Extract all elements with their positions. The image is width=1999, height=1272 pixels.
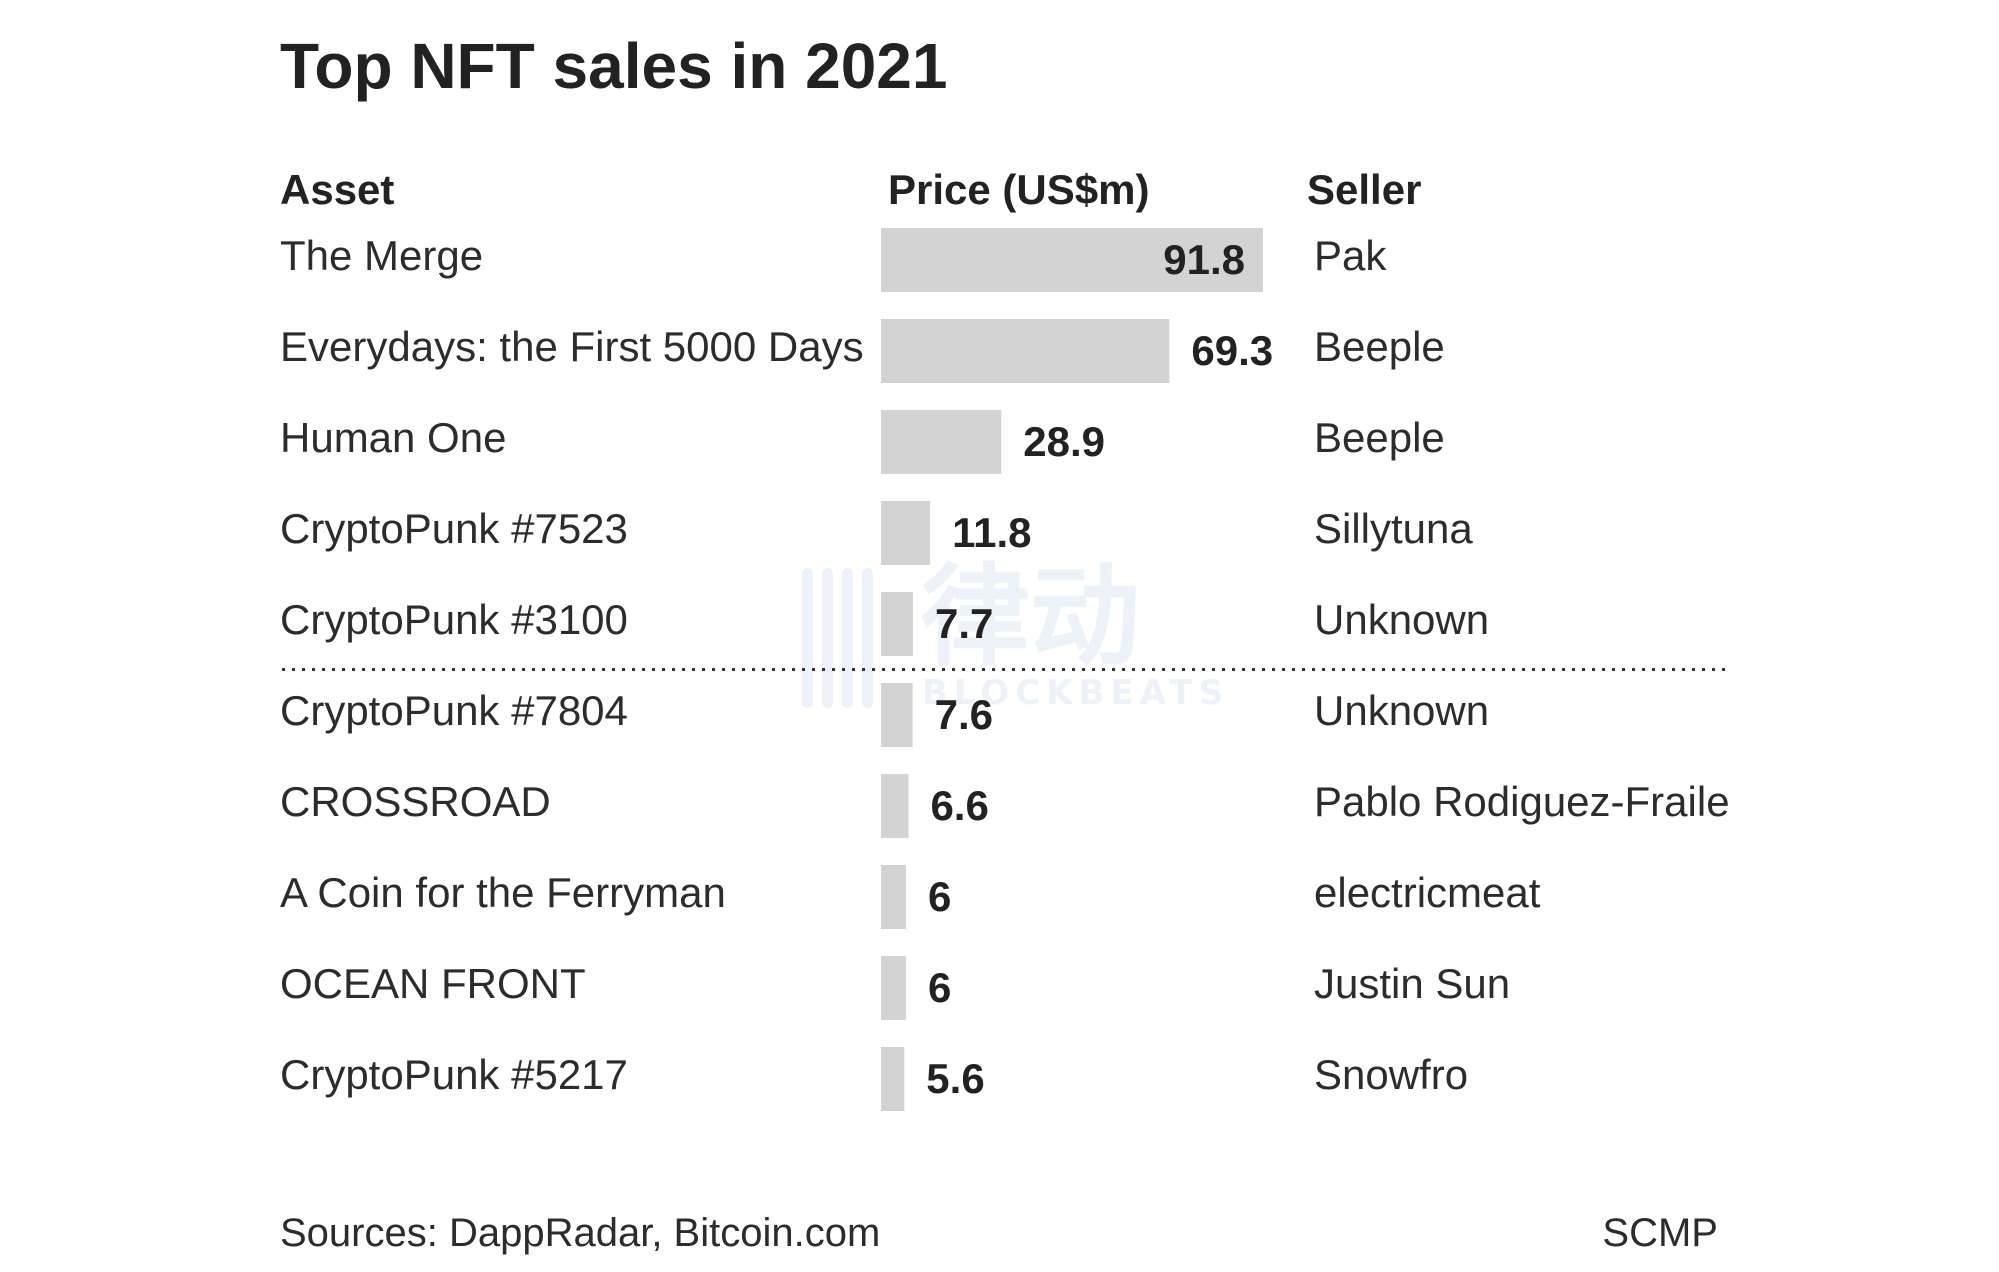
seller-label: Snowfro	[1314, 1051, 1468, 1098]
value-label: 7.7	[935, 600, 993, 647]
chart-row: CryptoPunk #7804 7.6 Unknown	[280, 683, 1489, 747]
seller-label: Unknown	[1314, 687, 1489, 734]
source-note: Sources: DappRadar, Bitcoin.com	[280, 1211, 880, 1255]
bar	[881, 410, 1002, 474]
seller-label: Pak	[1314, 232, 1387, 279]
chart-row: OCEAN FRONT 6 Justin Sun	[280, 956, 1510, 1020]
bar	[881, 865, 906, 929]
credit-label: SCMP	[1602, 1211, 1718, 1255]
seller-label: Pablo Rodiguez-Fraile	[1314, 778, 1730, 825]
asset-label: CryptoPunk #7523	[280, 505, 628, 552]
bar	[881, 956, 906, 1020]
seller-label: Sillytuna	[1314, 505, 1473, 552]
seller-column-header: Seller	[1307, 166, 1421, 213]
watermark: 律动 BLOCKBEATS	[802, 553, 1229, 713]
asset-label: OCEAN FRONT	[280, 960, 586, 1007]
bar	[881, 1047, 905, 1111]
chart-title: Top NFT sales in 2021	[280, 30, 947, 102]
chart-row: The Merge 91.8 Pak	[280, 228, 1387, 292]
watermark-subtext: BLOCKBEATS	[922, 673, 1229, 713]
seller-label: Justin Sun	[1314, 960, 1510, 1007]
chart-row: CryptoPunk #5217 5.6 Snowfro	[280, 1047, 1468, 1111]
asset-label: A Coin for the Ferryman	[280, 869, 726, 916]
value-label: 11.8	[952, 509, 1031, 556]
chart-rows: The Merge 91.8 Pak Everydays: the First 500…	[280, 228, 1730, 1111]
value-label: 5.6	[926, 1055, 984, 1102]
chart-row: A Coin for the Ferryman 6 electricmeat	[280, 865, 1541, 929]
value-label: 91.8	[1163, 236, 1245, 283]
chart-row: CROSSROAD 6.6 Pablo Rodiguez-Fraile	[280, 774, 1730, 838]
seller-label: Beeple	[1314, 323, 1445, 370]
chart-row: Everydays: the First 5000 Days 69.3 Beeple	[280, 319, 1445, 383]
value-label: 28.9	[1023, 418, 1105, 465]
bar	[881, 228, 1263, 292]
seller-label: Unknown	[1314, 596, 1489, 643]
asset-label: The Merge	[280, 232, 483, 279]
value-label: 7.6	[935, 691, 993, 738]
chart-row: CryptoPunk #3100 7.7 Unknown	[280, 592, 1489, 656]
seller-label: electricmeat	[1314, 869, 1541, 916]
value-label: 6.6	[930, 782, 988, 829]
value-label: 6	[928, 964, 951, 1011]
bar	[881, 319, 1170, 383]
seller-label: Beeple	[1314, 414, 1445, 461]
asset-label: Human One	[280, 414, 506, 461]
price-column-header: Price (US$m)	[888, 166, 1149, 213]
asset-label: CryptoPunk #3100	[280, 596, 628, 643]
bar	[881, 592, 913, 656]
asset-label: Everydays: the First 5000 Days	[280, 323, 864, 370]
watermark-text: 律动	[920, 553, 1140, 681]
chart-row: CryptoPunk #7523 11.8 Sillytuna	[280, 501, 1473, 565]
bar	[881, 683, 913, 747]
asset-label: CryptoPunk #7804	[280, 687, 628, 734]
asset-label: CryptoPunk #5217	[280, 1051, 628, 1098]
asset-label: CROSSROAD	[280, 778, 551, 825]
bar	[881, 501, 931, 565]
value-label: 69.3	[1191, 327, 1273, 374]
value-label: 6	[928, 873, 951, 920]
bar	[881, 774, 909, 838]
chart-row: Human One 28.9 Beeple	[280, 410, 1445, 474]
asset-column-header: Asset	[280, 166, 394, 213]
